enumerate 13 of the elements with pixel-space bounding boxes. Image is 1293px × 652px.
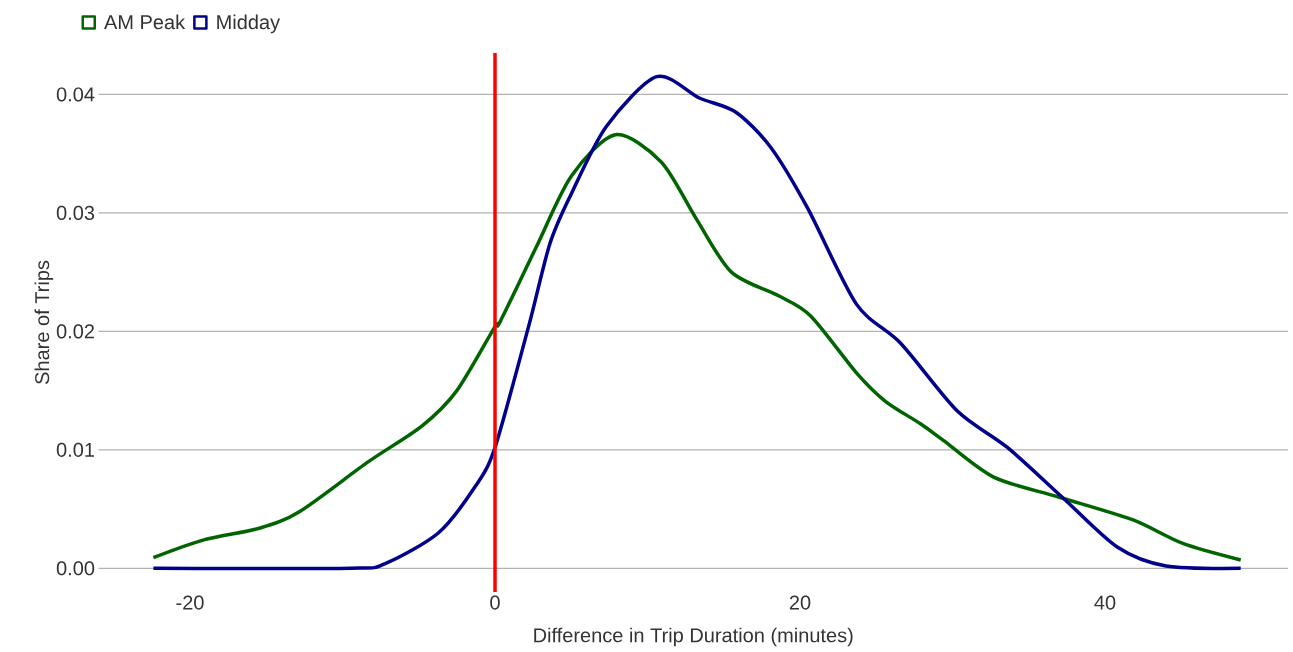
x-axis-title: Difference in Trip Duration (minutes) [534, 627, 853, 647]
x-tick-label: 20 [789, 595, 811, 610]
y-tick-label: 0.01 [56, 442, 94, 457]
y-tick-label: 0.03 [56, 205, 95, 220]
y-axis-title: Share of Trips [34, 260, 54, 385]
y-tick-label: 0.02 [56, 324, 94, 339]
y-tick-label: 0.04 [56, 87, 95, 102]
x-tick-label: -20 [176, 595, 204, 610]
x-tick-label: 40 [1094, 595, 1116, 610]
legend-label: Midday [217, 14, 281, 34]
x-tick-label: 0 [490, 595, 500, 610]
legend-label: AM Peak [104, 14, 186, 30]
y-tick-label: 0.00 [56, 561, 95, 576]
